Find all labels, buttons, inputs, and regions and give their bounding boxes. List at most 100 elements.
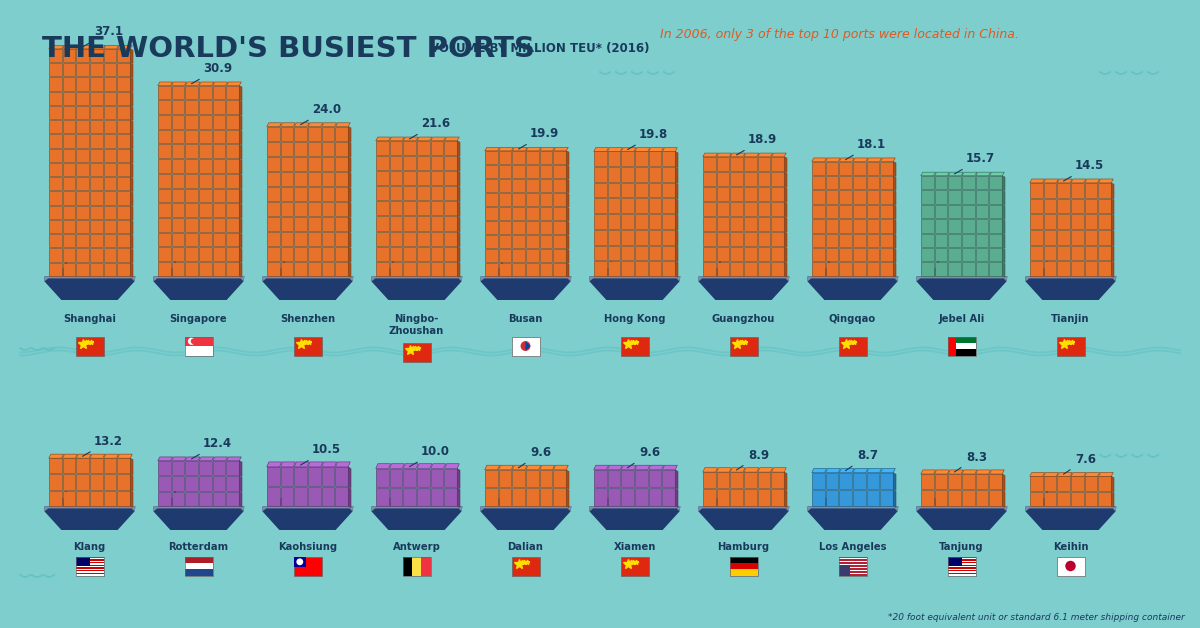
Bar — [77, 205, 89, 219]
Polygon shape — [1057, 472, 1072, 476]
Bar — [227, 144, 239, 158]
Bar — [389, 268, 400, 276]
Bar — [77, 77, 89, 90]
Bar — [866, 248, 880, 261]
Bar — [920, 490, 934, 506]
Bar — [172, 144, 185, 158]
Bar — [90, 263, 103, 276]
Bar — [622, 183, 634, 197]
Bar — [1072, 183, 1084, 198]
Bar — [431, 202, 444, 215]
Bar — [635, 167, 648, 182]
Bar — [866, 176, 880, 190]
Bar — [77, 92, 89, 105]
Text: 19.8: 19.8 — [628, 128, 668, 149]
Bar — [294, 556, 306, 567]
Polygon shape — [676, 167, 678, 183]
Bar — [839, 564, 866, 565]
Bar — [990, 263, 1002, 276]
Bar — [811, 219, 824, 232]
Polygon shape — [212, 82, 228, 85]
Bar — [512, 165, 526, 178]
Bar — [77, 63, 89, 77]
Bar — [376, 171, 389, 185]
Bar — [744, 172, 757, 186]
Bar — [526, 207, 539, 220]
Bar — [103, 49, 116, 62]
Bar — [172, 461, 185, 475]
Bar — [336, 247, 348, 261]
Bar — [512, 207, 526, 220]
Bar — [948, 556, 976, 575]
Bar — [649, 261, 661, 276]
Polygon shape — [853, 158, 868, 161]
Bar — [976, 263, 989, 276]
Polygon shape — [948, 470, 964, 474]
Bar — [294, 127, 307, 141]
Bar — [948, 556, 976, 558]
Bar — [606, 268, 618, 276]
Bar — [956, 337, 976, 343]
Bar — [839, 556, 866, 558]
Bar — [103, 106, 116, 119]
Bar — [635, 151, 648, 166]
Polygon shape — [917, 506, 1008, 511]
Bar — [948, 567, 976, 569]
Bar — [172, 203, 185, 217]
Bar — [715, 498, 727, 506]
Bar — [498, 207, 511, 220]
Bar — [336, 467, 348, 486]
Polygon shape — [962, 172, 977, 176]
Bar — [485, 489, 498, 506]
Polygon shape — [1002, 219, 1004, 234]
Bar — [839, 571, 866, 573]
Bar — [948, 566, 976, 567]
Circle shape — [296, 558, 304, 565]
Bar — [662, 489, 676, 506]
Bar — [77, 474, 89, 490]
Polygon shape — [131, 192, 133, 206]
Bar — [839, 565, 866, 566]
Bar — [103, 234, 116, 247]
Text: Xiamen: Xiamen — [613, 542, 655, 552]
Bar — [594, 198, 606, 213]
Bar — [431, 217, 444, 230]
Bar — [526, 263, 539, 276]
Bar — [485, 193, 498, 206]
Bar — [606, 498, 618, 506]
Text: Singapore: Singapore — [169, 314, 227, 324]
Bar — [266, 262, 280, 276]
Bar — [731, 202, 743, 216]
Bar — [172, 85, 185, 99]
Bar — [635, 470, 648, 487]
Polygon shape — [976, 470, 990, 474]
Bar — [716, 172, 730, 186]
Bar — [431, 247, 444, 261]
Bar — [172, 100, 185, 114]
Bar — [62, 49, 76, 62]
Bar — [444, 217, 457, 230]
Bar — [956, 349, 976, 355]
Bar — [199, 476, 211, 490]
Polygon shape — [154, 276, 245, 281]
Bar — [103, 474, 116, 490]
Polygon shape — [336, 462, 350, 467]
Bar — [77, 249, 89, 262]
Bar — [61, 268, 73, 276]
Bar — [103, 120, 116, 133]
Polygon shape — [1098, 472, 1114, 476]
Polygon shape — [348, 217, 350, 232]
Bar — [103, 192, 116, 205]
Bar — [772, 217, 785, 231]
Polygon shape — [1030, 472, 1044, 476]
Bar — [294, 262, 307, 276]
Polygon shape — [676, 151, 678, 168]
Bar — [322, 247, 335, 261]
Bar — [62, 458, 76, 474]
Bar — [62, 106, 76, 119]
Bar — [336, 127, 348, 141]
Bar — [948, 559, 976, 561]
Bar — [1072, 476, 1084, 490]
Bar — [485, 179, 498, 192]
Bar — [839, 561, 866, 562]
